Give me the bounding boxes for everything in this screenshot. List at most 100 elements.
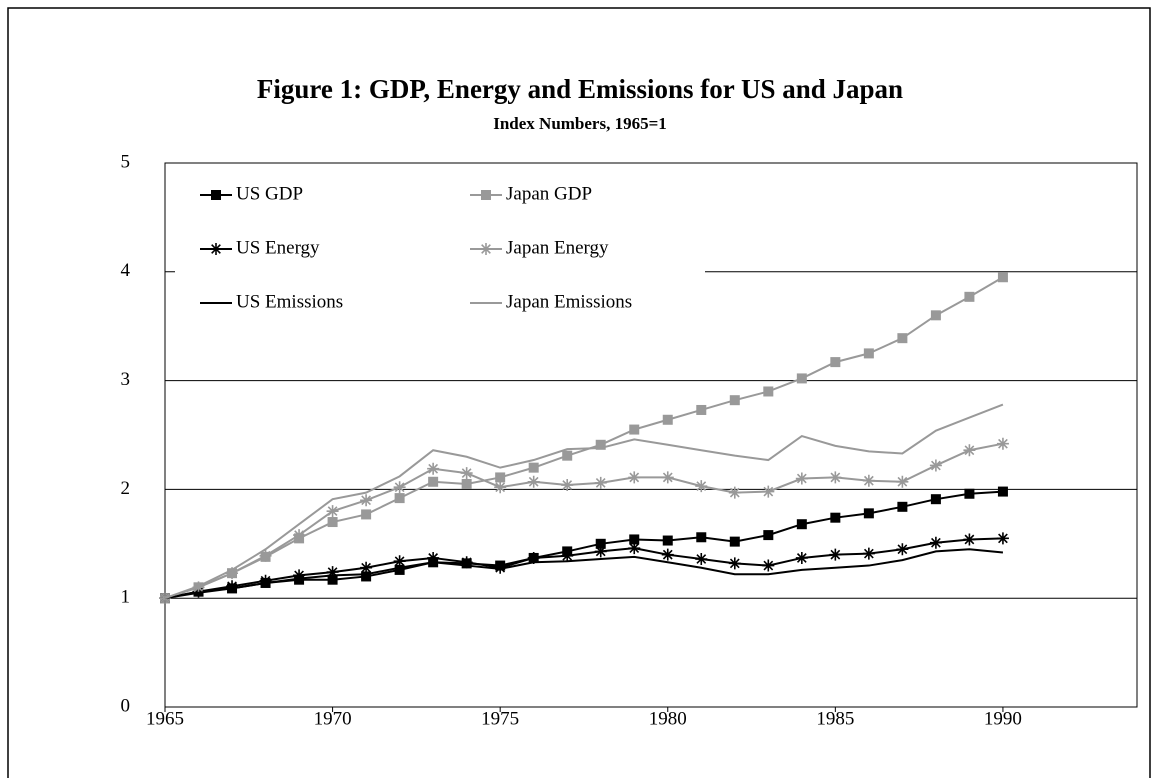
- marker: [494, 481, 507, 494]
- marker: [897, 333, 908, 344]
- marker: [830, 512, 841, 523]
- marker: [361, 571, 372, 582]
- marker: [226, 580, 239, 593]
- marker: [595, 439, 606, 450]
- marker: [527, 551, 540, 564]
- y-tick-label: 0: [121, 695, 131, 716]
- x-tick-label: 1980: [649, 708, 687, 729]
- marker: [393, 555, 406, 568]
- marker: [460, 467, 473, 480]
- outer-frame: [7, 7, 1151, 778]
- marker: [327, 574, 338, 585]
- marker: [997, 486, 1008, 497]
- y-tick-label: 2: [121, 478, 131, 499]
- legend-label: Japan Emissions: [506, 291, 632, 312]
- marker: [480, 243, 492, 255]
- marker: [795, 472, 808, 485]
- marker: [896, 543, 909, 556]
- chart-subtitle: Index Numbers, 1965=1: [493, 114, 667, 133]
- marker: [661, 548, 674, 561]
- marker: [594, 476, 607, 489]
- legend-box: [175, 172, 705, 324]
- series-line: [164, 548, 1004, 600]
- marker: [862, 547, 875, 560]
- marker: [763, 530, 774, 541]
- marker: [964, 488, 975, 499]
- marker: [930, 310, 941, 321]
- marker: [327, 517, 338, 528]
- marker: [259, 574, 272, 587]
- marker: [695, 480, 708, 493]
- marker: [481, 190, 491, 200]
- marker: [695, 553, 708, 566]
- series-line: [164, 490, 1003, 600]
- marker: [561, 549, 574, 562]
- marker: [495, 472, 506, 483]
- marker: [830, 357, 841, 368]
- marker: [562, 450, 573, 461]
- marker: [829, 548, 842, 561]
- marker: [796, 373, 807, 384]
- marker: [829, 471, 842, 484]
- marker: [594, 545, 607, 558]
- marker: [696, 404, 707, 415]
- marker: [210, 243, 222, 255]
- y-tick-label: 1: [121, 587, 131, 608]
- marker: [393, 481, 406, 494]
- series-line: [164, 403, 1004, 600]
- x-tick-label: 1990: [984, 708, 1022, 729]
- marker: [629, 534, 640, 545]
- marker: [360, 494, 373, 507]
- marker: [929, 459, 942, 472]
- marker: [930, 494, 941, 505]
- marker: [361, 509, 372, 520]
- marker: [964, 291, 975, 302]
- marker: [696, 532, 707, 543]
- marker: [427, 551, 440, 564]
- marker: [326, 505, 339, 518]
- marker: [762, 485, 775, 498]
- legend-label: US GDP: [236, 183, 303, 204]
- marker: [394, 564, 405, 575]
- legend-label: US Energy: [236, 237, 320, 258]
- marker: [494, 561, 507, 574]
- marker: [595, 538, 606, 549]
- marker: [862, 474, 875, 487]
- marker: [863, 348, 874, 359]
- marker: [728, 486, 741, 499]
- marker: [661, 471, 674, 484]
- marker: [326, 566, 339, 579]
- y-tick-label: 5: [121, 151, 131, 172]
- legend-label: Japan Energy: [506, 237, 609, 258]
- chart-title: Figure 1: GDP, Energy and Emissions for …: [257, 74, 903, 104]
- legend-label: Japan GDP: [506, 183, 592, 204]
- y-tick-label: 4: [121, 260, 131, 281]
- marker: [428, 476, 439, 487]
- marker: [192, 581, 205, 594]
- marker: [226, 567, 239, 580]
- marker: [293, 569, 306, 582]
- marker: [394, 493, 405, 504]
- y-tick-label: 3: [121, 369, 131, 390]
- marker: [929, 536, 942, 549]
- x-tick-label: 1970: [314, 708, 352, 729]
- marker: [211, 190, 221, 200]
- marker: [996, 532, 1009, 545]
- marker: [561, 479, 574, 492]
- marker: [997, 272, 1008, 283]
- marker: [863, 508, 874, 519]
- x-tick-label: 1965: [146, 708, 184, 729]
- marker: [527, 475, 540, 488]
- marker: [729, 536, 740, 547]
- marker: [795, 551, 808, 564]
- marker: [259, 549, 272, 562]
- marker: [996, 437, 1009, 450]
- marker: [628, 542, 641, 555]
- marker: [662, 414, 673, 425]
- marker: [763, 386, 774, 397]
- marker: [461, 478, 472, 489]
- marker: [360, 561, 373, 574]
- marker: [897, 501, 908, 512]
- marker: [729, 395, 740, 406]
